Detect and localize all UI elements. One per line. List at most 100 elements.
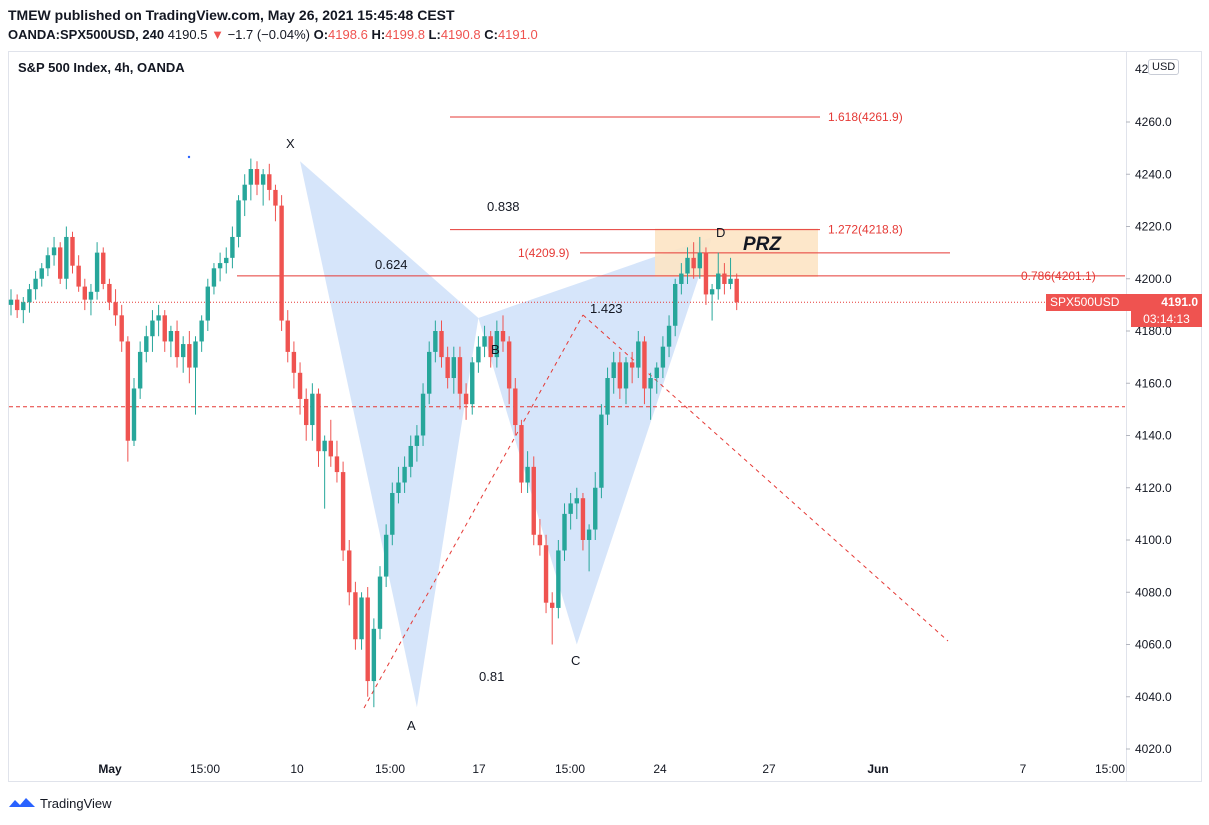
candle-body bbox=[666, 325, 672, 347]
x-tick-label: 17 bbox=[472, 762, 486, 776]
candle-body bbox=[685, 257, 690, 274]
point-c-label: C bbox=[571, 653, 580, 668]
x-tick-label: Jun bbox=[867, 762, 888, 776]
candles-group bbox=[8, 158, 739, 708]
candle-body bbox=[193, 341, 198, 368]
candle-body bbox=[70, 236, 75, 266]
price-tag-symbol: SPX500USD bbox=[1050, 295, 1120, 309]
close-label: C: bbox=[484, 27, 498, 42]
candle-body bbox=[205, 286, 210, 321]
candle-body bbox=[451, 357, 456, 379]
candle-body bbox=[433, 331, 438, 352]
candle-body bbox=[334, 456, 340, 473]
x-tick-label: 15:00 bbox=[555, 762, 585, 776]
candle-body bbox=[88, 291, 94, 300]
candle-body bbox=[488, 336, 493, 358]
candle-body bbox=[531, 466, 536, 535]
footer-brand[interactable]: TradingView bbox=[8, 795, 112, 811]
y-tick-label: 4060.0 bbox=[1135, 638, 1172, 652]
last-price: 4190.5 bbox=[167, 27, 208, 42]
candle-body bbox=[605, 378, 610, 415]
tradingview-logo-icon bbox=[9, 798, 35, 807]
candle-body bbox=[187, 344, 192, 368]
candle-body bbox=[21, 302, 26, 311]
candle-body bbox=[150, 320, 155, 337]
price-axis[interactable] bbox=[1126, 51, 1202, 782]
candle-body bbox=[636, 341, 641, 368]
candle-body bbox=[623, 362, 629, 389]
prz-label: PRZ bbox=[743, 234, 782, 255]
candle-body bbox=[162, 315, 167, 342]
candle-body bbox=[445, 357, 450, 379]
candle-body bbox=[174, 331, 180, 358]
x-tick-label: 15:00 bbox=[1095, 762, 1125, 776]
candle-body bbox=[543, 545, 549, 603]
candle-body bbox=[365, 597, 370, 682]
candle-body bbox=[599, 414, 604, 488]
x-tick-label: 15:00 bbox=[375, 762, 405, 776]
candle-body bbox=[310, 393, 315, 426]
candle-body bbox=[734, 278, 739, 303]
candle-body bbox=[181, 344, 186, 358]
candle-body bbox=[211, 268, 217, 287]
candle-body bbox=[574, 498, 579, 504]
ratio-ac-label: 0.81 bbox=[479, 669, 504, 684]
x-tick-label: 27 bbox=[762, 762, 776, 776]
candle-body bbox=[316, 393, 321, 452]
fib-label-1618: 1.618(4261.9) bbox=[828, 110, 903, 124]
x-tick-label: 15:00 bbox=[190, 762, 220, 776]
candle-body bbox=[611, 362, 616, 379]
chart-header: TMEW published on TradingView.com, May 2… bbox=[8, 6, 538, 44]
candle-body bbox=[383, 534, 389, 577]
candle-body bbox=[463, 393, 469, 405]
candle-body bbox=[494, 331, 500, 358]
chart-pane[interactable] bbox=[8, 51, 1126, 782]
y-tick-label: 4220.0 bbox=[1135, 220, 1172, 234]
candle-body bbox=[260, 174, 266, 185]
ratio-bd-label: 0.838 bbox=[487, 199, 520, 214]
bar-countdown: 03:14:13 bbox=[1131, 311, 1202, 327]
last-price-tag: SPX500USD 4191.0 bbox=[1046, 294, 1202, 311]
candle-body bbox=[679, 273, 684, 284]
price-tag-value: 4191.0 bbox=[1161, 295, 1198, 309]
y-tick-label-top: 42 bbox=[1135, 62, 1149, 76]
candle-body bbox=[482, 336, 487, 347]
candle-body bbox=[408, 445, 413, 467]
candle-body bbox=[562, 513, 567, 551]
projection-line-up bbox=[363, 314, 584, 709]
point-x-label: X bbox=[286, 136, 295, 151]
candle-body bbox=[279, 205, 284, 321]
candle-body bbox=[94, 252, 100, 292]
candle-body bbox=[217, 263, 223, 269]
candle-body bbox=[156, 315, 161, 321]
candle-body bbox=[236, 200, 241, 237]
candle-body bbox=[420, 393, 426, 436]
publisher: TMEW published on TradingView.com, May 2… bbox=[8, 7, 455, 23]
candle-body bbox=[82, 286, 87, 300]
y-tick-label: 4020.0 bbox=[1135, 742, 1172, 756]
candle-body bbox=[697, 252, 702, 269]
candle-body bbox=[716, 273, 721, 290]
y-tick-label: 4040.0 bbox=[1135, 690, 1172, 704]
candle-body bbox=[396, 482, 401, 493]
candle-body bbox=[580, 498, 586, 540]
candle-body bbox=[519, 425, 524, 483]
point-d-label: D bbox=[716, 225, 725, 240]
candle-body bbox=[439, 331, 444, 358]
candle-body bbox=[101, 252, 106, 284]
marker-dot bbox=[187, 155, 191, 159]
chart-title: S&P 500 Index, 4h, OANDA bbox=[18, 60, 185, 75]
candle-body bbox=[328, 440, 333, 457]
candle-body bbox=[297, 372, 303, 399]
y-tick-label: 4260.0 bbox=[1135, 115, 1172, 129]
candle-body bbox=[377, 576, 383, 629]
y-tick-label: 4080.0 bbox=[1135, 585, 1172, 599]
high-value: 4199.8 bbox=[385, 27, 425, 42]
candle-body bbox=[304, 398, 309, 426]
candle-body bbox=[476, 346, 481, 363]
candle-body bbox=[33, 278, 38, 290]
y-tick-label: 4200.0 bbox=[1135, 272, 1172, 286]
currency-button[interactable]: USD bbox=[1148, 59, 1180, 75]
candle-body bbox=[371, 628, 377, 682]
